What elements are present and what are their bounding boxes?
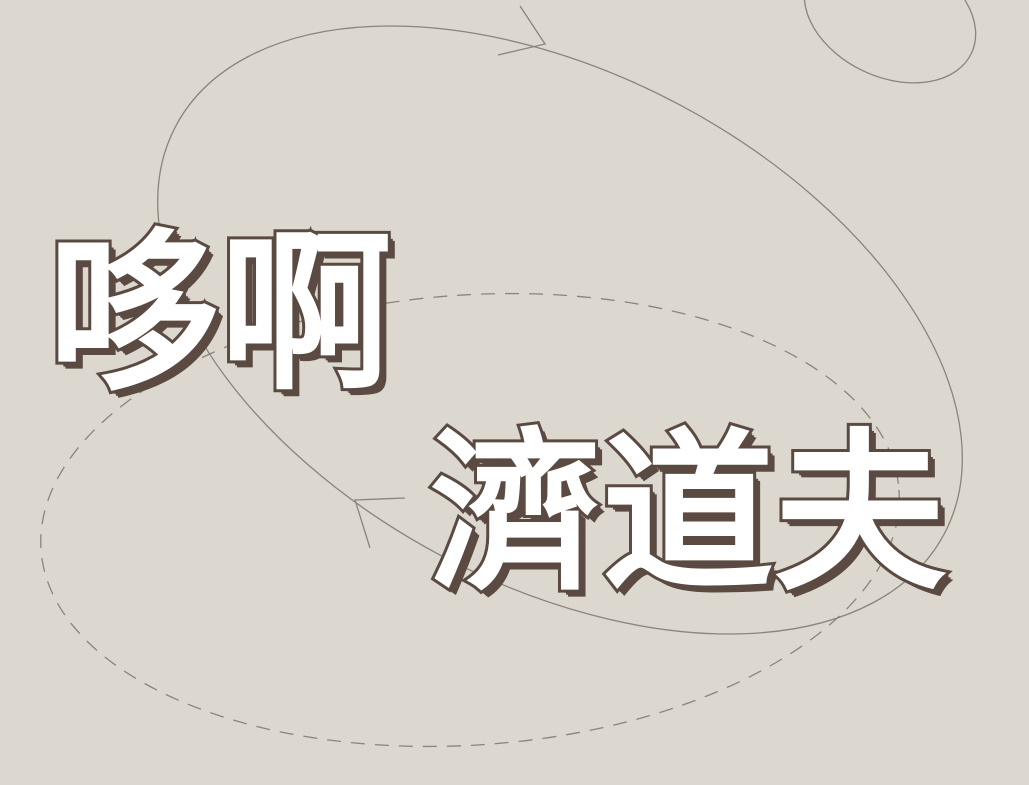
title-line-2: 濟道夫 bbox=[427, 413, 949, 614]
top-right-orbit-ellipse bbox=[803, 0, 977, 84]
title-line-1: 哆啊 bbox=[45, 213, 395, 414]
dashed-orbit-ellipse bbox=[40, 292, 900, 748]
orbit-arrow-top-icon bbox=[497, 5, 547, 56]
orbit-arrow-bottom-icon bbox=[354, 497, 406, 549]
solid-orbit-ellipse bbox=[157, 25, 963, 635]
